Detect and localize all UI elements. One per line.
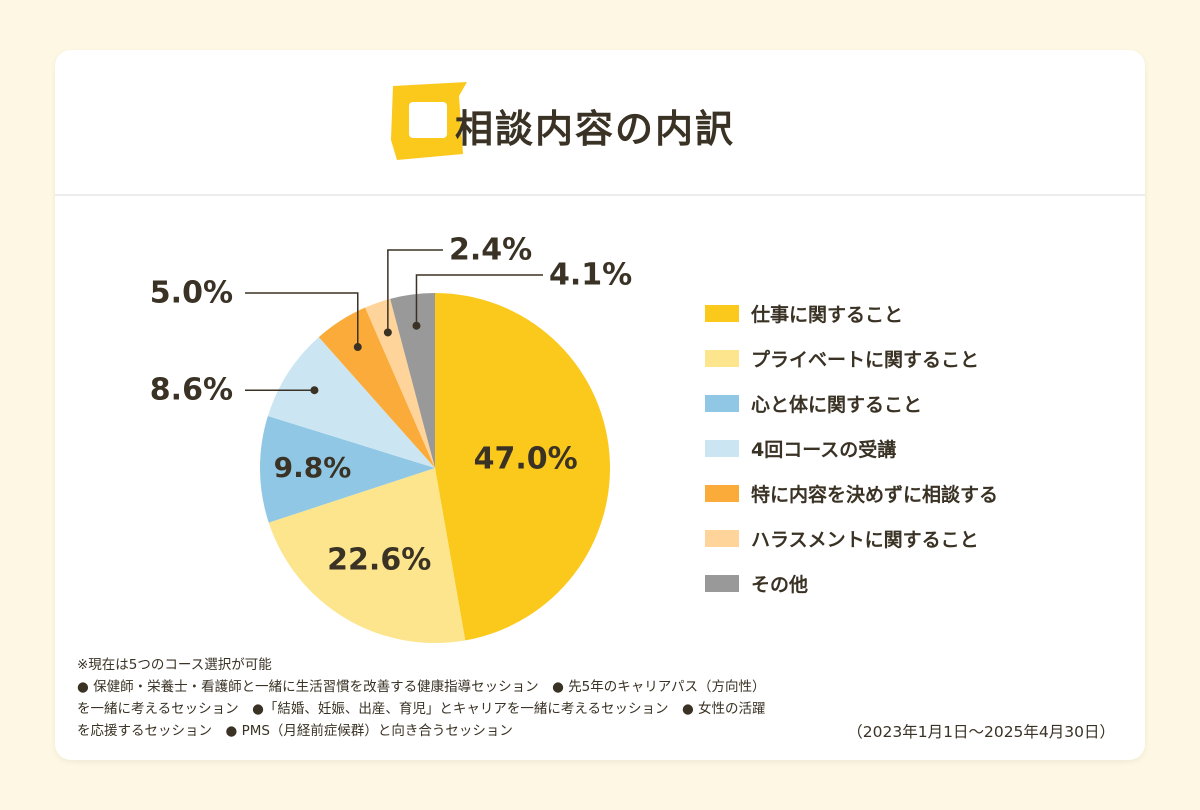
period-label: （2023年1月1日～2025年4月30日）	[847, 723, 1115, 741]
data-label: 9.8%	[274, 451, 352, 484]
leader-line	[415, 274, 543, 326]
legend-swatch	[705, 304, 739, 322]
legend-label: 心と体に関すること	[751, 393, 923, 416]
legend-label: プライベートに関すること	[751, 348, 980, 371]
chart-card: 相談内容の内訳 47.0% 22.6% 9.8% 8.6% 5.0% 2.4% 4.1% 仕…	[55, 50, 1145, 760]
data-label: 2.4%	[449, 233, 532, 268]
legend-swatch	[705, 349, 739, 367]
leader-line	[387, 249, 443, 333]
pie-slice	[390, 293, 435, 468]
data-label: 5.0%	[150, 276, 233, 311]
data-label: 47.0%	[474, 442, 578, 477]
legend-item: 4回コースの受講	[705, 435, 896, 461]
pie-slice	[260, 416, 435, 523]
legend-item: ハラスメントに関すること	[705, 525, 979, 551]
leader-dot	[383, 328, 392, 337]
legend-item: 仕事に関すること	[705, 300, 903, 326]
footnote-line-1: ※現在は5つのコース選択が可能	[77, 657, 272, 673]
data-label: 4.1%	[549, 258, 632, 293]
legend-swatch	[705, 439, 739, 457]
leader-dot	[310, 386, 319, 395]
data-label: 22.6%	[327, 543, 431, 578]
pie-slice	[318, 307, 435, 468]
legend-item: 心と体に関すること	[705, 390, 922, 416]
leader-dot	[412, 321, 421, 330]
legend-swatch	[705, 574, 739, 592]
legend-swatch	[705, 484, 739, 502]
pie-slice	[435, 293, 610, 641]
legend-item: プライベートに関すること	[705, 345, 979, 371]
legend-label: ハラスメントに関すること	[751, 528, 979, 551]
header: 相談内容の内訳	[55, 50, 1145, 196]
legend-label: 特に内容を決めずに相談する	[751, 483, 999, 506]
pie-slice	[267, 337, 435, 468]
legend-label: その他	[751, 573, 809, 596]
speech-bubble-icon	[391, 82, 467, 160]
legend-swatch	[705, 394, 739, 412]
legend-item: 特に内容を決めずに相談する	[705, 480, 998, 506]
pie-slice	[365, 298, 435, 468]
page-title: 相談内容の内訳	[455, 107, 736, 151]
legend-swatch	[705, 529, 739, 547]
leader-dot	[353, 343, 362, 352]
data-label: 8.6%	[150, 373, 233, 408]
pie-chart: 47.0% 22.6% 9.8% 8.6% 5.0% 2.4% 4.1%	[150, 233, 632, 643]
footnote: ※現在は5つのコース選択が可能 ● 保健師・栄養士・看護師と一緒に生活習慣を改善…	[77, 654, 767, 742]
legend-label: 仕事に関すること	[751, 303, 904, 326]
footnote-line-2: ● 保健師・栄養士・看護師と一緒に生活習慣を改善する健康指導セッション ● 先5…	[77, 679, 766, 739]
leader-line	[245, 292, 359, 348]
pie-slice	[268, 468, 466, 643]
legend-label: 4回コースの受講	[751, 438, 897, 461]
legend-item: その他	[705, 570, 808, 596]
